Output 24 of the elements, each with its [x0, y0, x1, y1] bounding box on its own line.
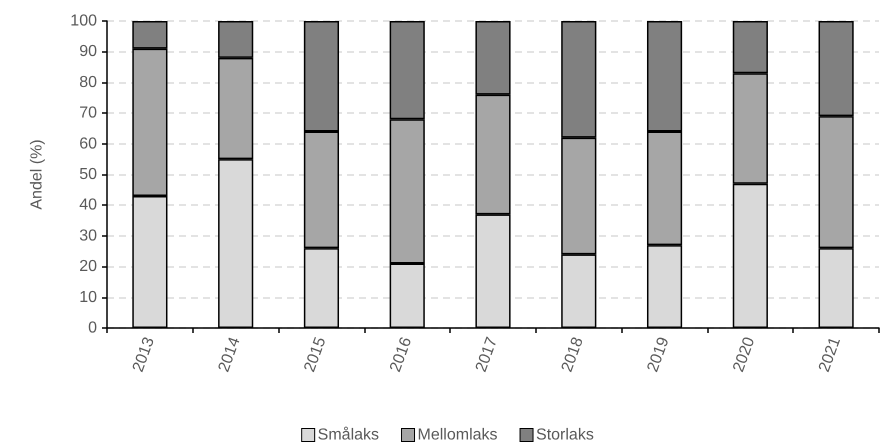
- x-tick-label: 2017: [472, 335, 502, 374]
- y-tick-label: 50: [79, 166, 98, 183]
- y-tick-label: 80: [79, 74, 98, 91]
- legend-label: Smålaks: [318, 426, 380, 444]
- y-tick-label: 90: [79, 43, 98, 60]
- y-tick-label: 20: [79, 258, 98, 276]
- y-axis-title: Andel (%): [28, 139, 46, 210]
- x-tick-label: 2015: [301, 335, 330, 374]
- legend-label: Storlaks: [536, 426, 594, 444]
- x-tick-label: 2014: [216, 335, 244, 374]
- x-tick-label: 2018: [558, 335, 587, 374]
- y-tick-label: 70: [79, 104, 98, 122]
- x-tick-label: 2019: [644, 335, 673, 374]
- x-tick-label: 2016: [387, 335, 416, 374]
- y-tick-label: 60: [79, 135, 98, 152]
- legend-label: Mellomlaks: [418, 426, 498, 444]
- y-tick-label: 10: [79, 288, 98, 306]
- y-tick-label: 0: [88, 320, 98, 336]
- x-tick-label: 2013: [130, 335, 158, 374]
- x-tick-label: 2021: [816, 335, 844, 374]
- x-tick-label: 2020: [730, 335, 758, 374]
- y-tick-label: 100: [70, 12, 98, 30]
- y-tick-label: 30: [79, 227, 98, 244]
- y-tick-label: 40: [79, 196, 98, 214]
